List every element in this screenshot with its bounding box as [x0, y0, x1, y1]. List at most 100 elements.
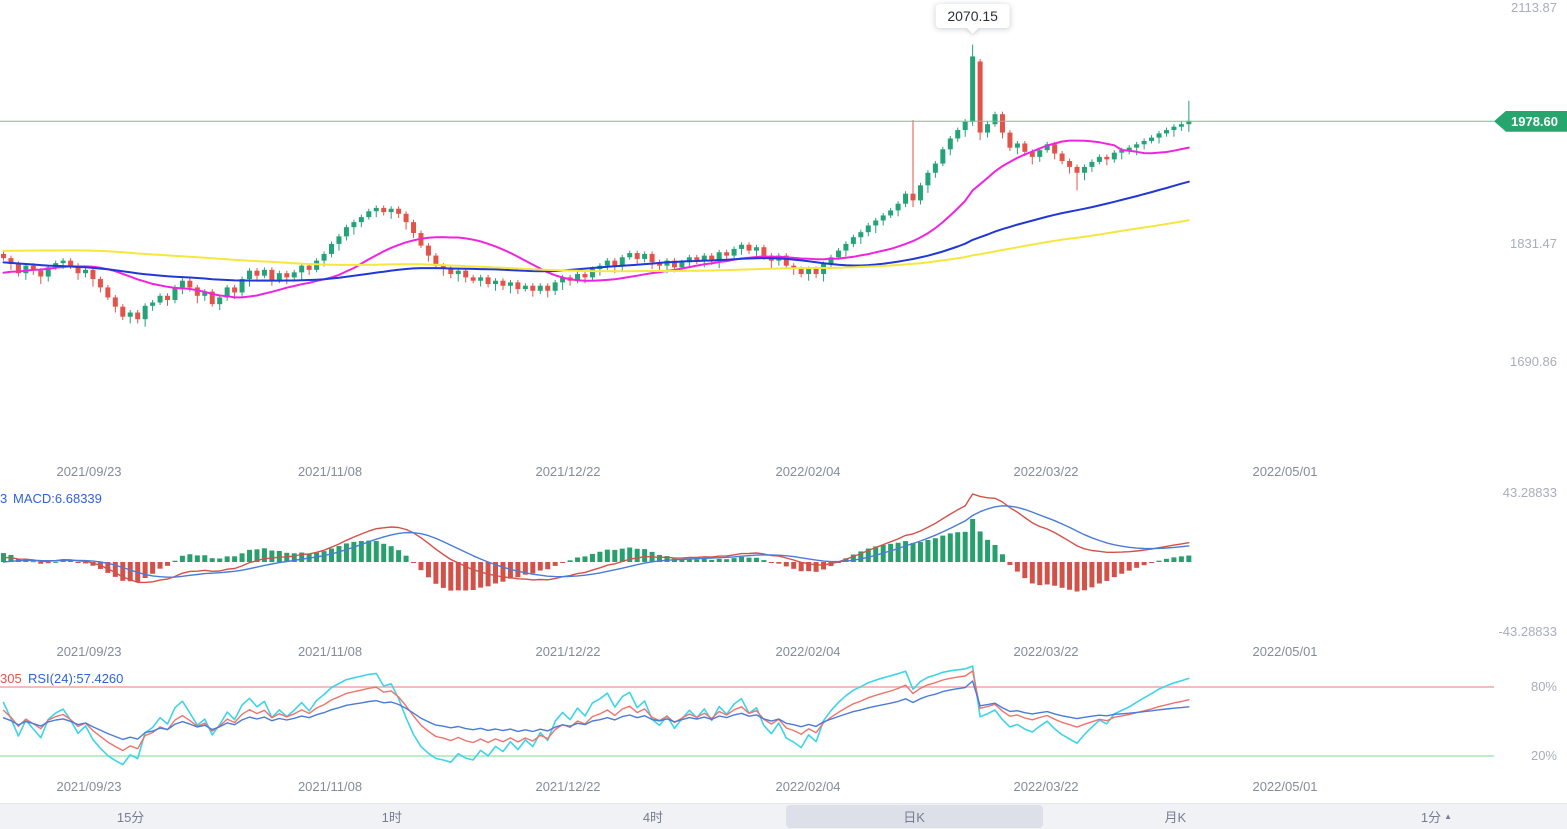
tab-日K[interactable]: 日K: [785, 805, 1043, 828]
macd-bar: [768, 562, 774, 563]
candle-body: [433, 255, 439, 266]
macd-bar: [396, 550, 402, 562]
macd-bar: [895, 542, 901, 562]
candle-body: [38, 270, 44, 277]
candle-body: [403, 213, 409, 223]
date-axis-label: 2022/02/04: [775, 779, 841, 794]
candle-body: [112, 297, 118, 307]
rsi-pane[interactable]: [0, 665, 1494, 766]
candle-body: [75, 265, 81, 274]
tab-4时[interactable]: 4时: [524, 805, 781, 828]
candle-body: [396, 208, 402, 214]
macd-bar: [821, 562, 827, 570]
timeframe-toolbar: 15分 1时 4时 日K 月K 1分 ▲: [0, 803, 1567, 829]
macd-bar: [433, 562, 439, 584]
tab-15分[interactable]: 15分: [2, 805, 259, 828]
macd-bar: [910, 542, 916, 562]
macd-bar: [1014, 562, 1020, 572]
candle-body: [276, 273, 282, 280]
candle-body: [373, 207, 379, 212]
macd-bar: [992, 544, 998, 562]
candle-body: [127, 312, 133, 317]
candle-body: [90, 269, 96, 280]
macd-bar: [1022, 562, 1028, 579]
macd-bar: [843, 558, 849, 562]
candle-body: [366, 211, 372, 218]
candle-body: [1149, 137, 1155, 141]
macd-bar: [470, 562, 476, 591]
macd-bar: [985, 539, 991, 562]
macd-bar: [724, 559, 730, 562]
macd-bar: [657, 554, 663, 562]
price-pane[interactable]: [1, 44, 1192, 327]
candle-body: [903, 193, 909, 204]
candle-body: [724, 252, 730, 256]
macd-bar: [336, 546, 342, 562]
macd-bar: [589, 553, 595, 562]
date-axis-label: 2021/12/22: [535, 464, 601, 479]
candle-body: [463, 270, 469, 278]
macd-bar: [597, 551, 603, 562]
dea-line: [2, 505, 1190, 578]
candle-body: [679, 262, 685, 268]
date-axis-label: 2022/05/01: [1252, 464, 1318, 479]
macd-bar: [1186, 555, 1192, 562]
macd-bar: [202, 555, 208, 562]
candle-body: [999, 114, 1005, 133]
macd-bar: [351, 541, 357, 562]
candle-body: [45, 267, 51, 277]
candle-body: [739, 244, 745, 249]
macd-bar: [30, 561, 36, 563]
macd-bar: [53, 561, 59, 563]
tab-1分[interactable]: 1分 ▲: [1308, 805, 1565, 828]
macd-bar: [217, 558, 223, 562]
macd-bar: [955, 532, 961, 562]
date-axis-label: 2022/03/22: [1013, 464, 1079, 479]
candle-body: [1163, 130, 1169, 134]
candle-body: [1052, 144, 1058, 154]
candle-body: [209, 291, 215, 305]
macd-bar: [291, 553, 297, 562]
current-price-tag: 1978.60: [1494, 110, 1567, 132]
macd-bar: [731, 558, 737, 562]
macd-bar: [686, 558, 692, 562]
candle-body: [1037, 150, 1043, 157]
macd-bar: [1171, 557, 1177, 562]
macd-bar: [679, 559, 685, 562]
macd-bar: [701, 558, 707, 562]
macd-pane[interactable]: [1, 493, 1192, 592]
macd-bar: [664, 556, 670, 562]
dif-line: [2, 493, 1190, 584]
macd-bar: [1067, 562, 1073, 590]
macd-bar: [366, 540, 372, 562]
macd-bar: [157, 562, 163, 569]
chart-canvas[interactable]: [0, 0, 1567, 803]
tab-label: 15分: [116, 810, 145, 825]
candle-body: [232, 287, 238, 293]
candle-body: [165, 295, 171, 300]
tab-label: 月K: [1164, 810, 1187, 825]
macd-bar: [507, 562, 513, 579]
candle-body: [1156, 133, 1162, 138]
price-axis-label: 2113.87: [1510, 0, 1557, 15]
macd-bar: [358, 541, 364, 562]
macd-bar: [127, 562, 133, 582]
candle-body: [910, 193, 916, 201]
macd-bar: [463, 562, 469, 591]
macd-bar: [575, 557, 581, 562]
candle-body: [709, 255, 715, 261]
candle-body: [761, 247, 767, 256]
tab-1时[interactable]: 1时: [263, 805, 520, 828]
macd-bar: [925, 539, 931, 562]
candle-body: [530, 285, 536, 291]
candle-body: [448, 269, 454, 275]
candle-body: [806, 269, 812, 275]
candle-body: [977, 61, 983, 133]
candle-body: [1096, 156, 1102, 162]
candle-body: [694, 257, 700, 261]
tab-月K[interactable]: 月K: [1047, 805, 1304, 828]
macd-bar: [455, 562, 461, 591]
candle-body: [1104, 156, 1110, 160]
macd-bar: [1059, 562, 1065, 588]
macd-bar: [850, 554, 856, 562]
